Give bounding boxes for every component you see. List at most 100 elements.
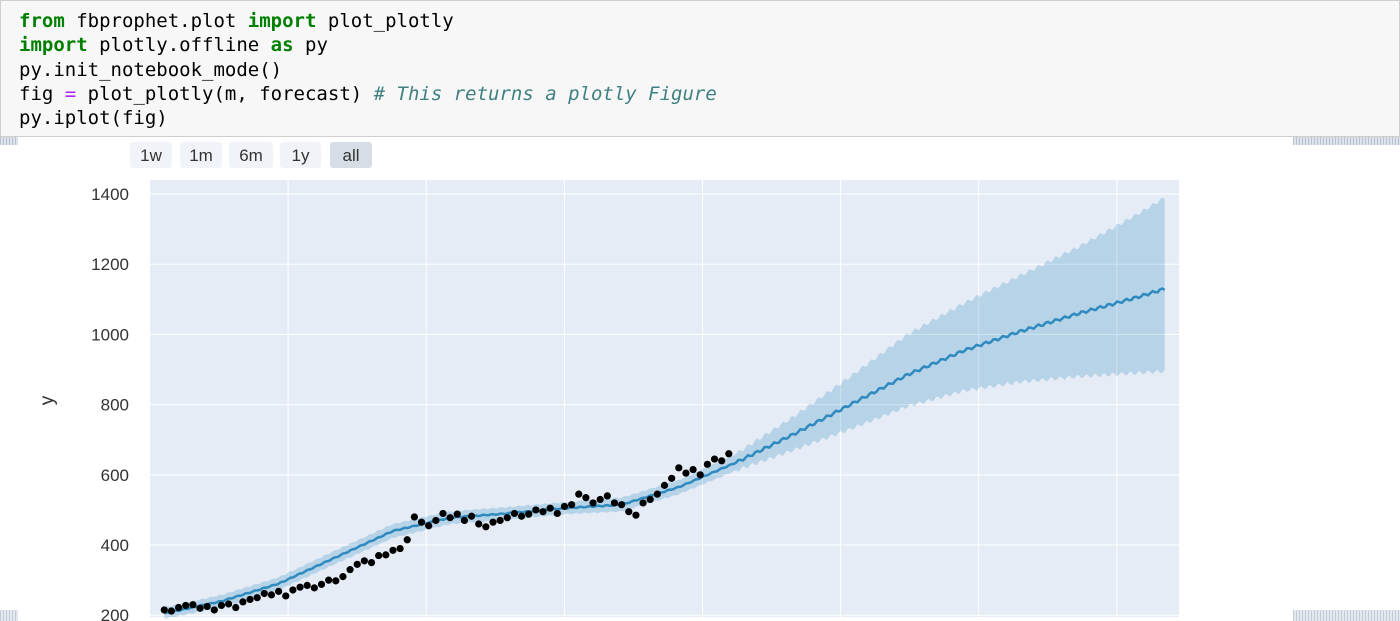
code-line: py.init_notebook_mode() <box>19 58 1399 82</box>
actual-point <box>596 495 604 504</box>
actual-point <box>689 465 697 474</box>
actual-point <box>432 516 440 525</box>
actual-point <box>389 546 397 554</box>
code-cell[interactable]: from fbprophet.plot import plot_plotly im… <box>0 0 1400 137</box>
actual-point <box>410 513 418 521</box>
actual-point <box>275 587 283 595</box>
actual-point <box>310 584 318 592</box>
actual-point <box>696 471 704 479</box>
range-button-6m[interactable] <box>229 142 273 168</box>
actual-point <box>367 558 376 567</box>
actual-point <box>217 601 226 610</box>
forecast-line <box>163 287 1166 615</box>
actual-point <box>546 504 554 512</box>
plotly-chart[interactable]: 200 400 600 800 1000 1200 1400 y 1w 1m 6m 1y all <box>18 137 1293 621</box>
actual-point <box>375 551 383 560</box>
actual-point <box>618 501 626 509</box>
actual-point <box>460 516 469 525</box>
code-token: from <box>19 10 65 32</box>
actual-point <box>682 469 690 477</box>
actual-point <box>575 490 583 498</box>
actual-point <box>360 557 368 565</box>
range-button-label: 6m <box>239 146 263 165</box>
y-tick-label: 1200 <box>91 255 129 274</box>
actual-point <box>482 523 490 531</box>
actual-point <box>189 601 197 609</box>
actual-point <box>718 457 726 465</box>
actual-point <box>446 514 454 522</box>
y-axis-title: y <box>37 395 58 405</box>
actual-point <box>603 492 611 500</box>
code-token: = <box>64 82 77 105</box>
actual-point <box>196 604 204 612</box>
y-tick-label: 400 <box>101 536 129 555</box>
actual-point <box>303 581 311 590</box>
actual-point <box>632 511 640 519</box>
actual-point <box>453 510 461 518</box>
range-button-1w[interactable] <box>130 142 172 168</box>
range-button-label: 1y <box>292 146 310 165</box>
actual-point <box>325 576 333 584</box>
code-token: import <box>19 34 88 57</box>
actual-point <box>467 512 476 520</box>
actual-point <box>525 510 533 518</box>
actual-point <box>317 580 326 588</box>
actual-point <box>625 508 633 516</box>
actual-point <box>296 583 304 591</box>
range-button-label: 1w <box>140 146 162 165</box>
actual-point <box>253 594 261 602</box>
code-token: plot_plotly(m, forecast) <box>76 82 374 105</box>
code-token: plot_plotly <box>316 10 454 32</box>
y-tick-label: 600 <box>101 466 129 485</box>
code-line: py.iplot(fig) <box>19 106 1399 130</box>
actual-point <box>167 607 176 615</box>
range-button-1y[interactable] <box>280 142 321 168</box>
code-token: py.iplot(fig) <box>19 107 168 130</box>
actual-point <box>239 598 247 606</box>
y-tick-label: 1000 <box>91 325 129 344</box>
range-button-all[interactable] <box>330 142 372 168</box>
actual-point <box>560 502 569 511</box>
plot-area[interactable] <box>150 180 1179 617</box>
actual-point <box>267 591 276 599</box>
actual-point <box>703 460 711 468</box>
actual-point <box>396 544 404 553</box>
code-editor[interactable]: from fbprophet.plot import plot_plotly im… <box>1 1 1399 130</box>
actual-point <box>260 589 268 598</box>
code-token: fig <box>19 82 65 105</box>
actual-point <box>517 512 526 520</box>
range-button-label: 1m <box>189 146 213 165</box>
range-button-1m[interactable] <box>180 142 222 168</box>
actual-point <box>582 494 590 502</box>
code-token: py.init_notebook_mode() <box>19 58 283 81</box>
actual-point <box>568 501 576 509</box>
code-line: fig = plot_plotly(m, forecast) # This re… <box>19 82 1399 106</box>
code-line: from fbprophet.plot import plot_plotly <box>19 9 1399 33</box>
actual-point <box>246 595 254 604</box>
actual-point <box>725 450 733 458</box>
actual-point <box>475 520 483 528</box>
actual-point <box>646 495 654 504</box>
code-line: import plotly.offline as py <box>19 33 1399 57</box>
actual-point <box>589 499 597 507</box>
actual-point <box>160 606 168 614</box>
code-token: py <box>293 34 328 57</box>
y-tick-label: 800 <box>101 396 129 415</box>
actual-point <box>339 573 347 581</box>
actual-point <box>332 577 340 585</box>
actual-point <box>539 508 547 516</box>
code-token: fbprophet.plot <box>64 10 248 32</box>
output-prompt-edge-right <box>1290 137 1400 145</box>
y-tick-label: 1400 <box>91 185 129 204</box>
actual-point <box>203 602 211 611</box>
actual-point <box>553 509 561 518</box>
actual-point <box>182 601 190 610</box>
actual-point <box>403 536 411 544</box>
actual-point <box>610 499 619 507</box>
actual-point <box>282 592 290 600</box>
actual-point <box>639 499 647 507</box>
actual-point <box>675 464 683 472</box>
actual-point <box>653 490 661 498</box>
actual-point <box>225 600 233 608</box>
code-token: as <box>270 34 294 57</box>
